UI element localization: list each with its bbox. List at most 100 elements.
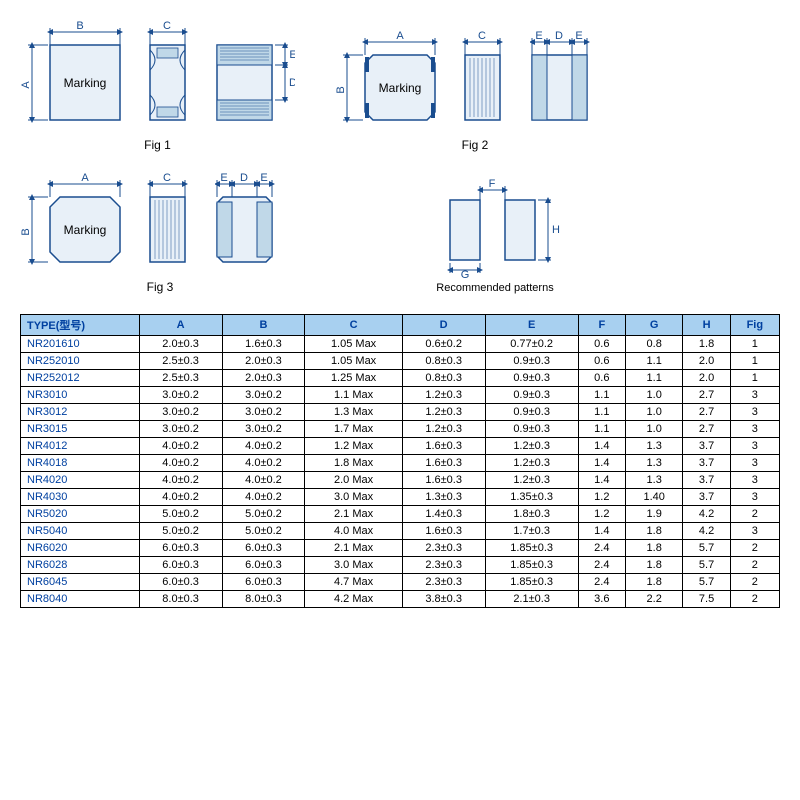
table-cell: 1.0	[625, 404, 682, 421]
table-cell: 4.2	[683, 506, 730, 523]
table-cell: 5.0±0.2	[222, 506, 305, 523]
table-cell: 3.7	[683, 438, 730, 455]
table-cell: 5.0±0.2	[222, 523, 305, 540]
table-cell: 5.7	[683, 574, 730, 591]
svg-text:E: E	[220, 172, 227, 184]
table-cell: 3	[730, 404, 779, 421]
table-cell: 3.0±0.2	[139, 404, 222, 421]
table-cell: 1.25 Max	[305, 370, 402, 387]
table-cell: 3.0 Max	[305, 557, 402, 574]
table-cell: 1.6±0.3	[402, 523, 485, 540]
table-cell: 1.8	[625, 523, 682, 540]
diagrams-section: B A Marking C	[20, 20, 780, 294]
table-row: NR2520122.5±0.32.0±0.31.25 Max0.8±0.30.9…	[21, 370, 780, 387]
diagram-row-2: A B Marking C	[20, 172, 780, 294]
fig2-label: Fig 2	[462, 138, 489, 152]
svg-text:C: C	[478, 30, 486, 42]
table-cell: 0.8±0.3	[402, 370, 485, 387]
table-cell: 1.7±0.3	[485, 523, 578, 540]
table-cell: 5.0±0.2	[139, 506, 222, 523]
table-cell: 2.3±0.3	[402, 540, 485, 557]
fig3-end-view: E D E	[215, 172, 300, 272]
fig1-end-view: E D	[215, 20, 295, 130]
table-cell: 1.85±0.3	[485, 557, 578, 574]
table-cell: 3	[730, 455, 779, 472]
svg-text:Marking: Marking	[379, 81, 422, 95]
table-cell: 3.0 Max	[305, 489, 402, 506]
table-cell: 0.6	[578, 370, 625, 387]
table-cell: 2.0 Max	[305, 472, 402, 489]
recommended-label: Recommended patterns	[436, 282, 553, 294]
table-cell: 2.1±0.3	[485, 591, 578, 608]
table-row: NR80408.0±0.38.0±0.34.2 Max3.8±0.32.1±0.…	[21, 591, 780, 608]
table-cell: 1.2±0.3	[485, 438, 578, 455]
table-cell: 5.7	[683, 540, 730, 557]
table-cell: 1.4±0.3	[402, 506, 485, 523]
svg-text:E: E	[289, 49, 295, 61]
table-header: Fig	[730, 315, 779, 336]
fig2-side-view: C	[460, 30, 515, 130]
table-cell: 0.8	[625, 336, 682, 353]
table-header: B	[222, 315, 305, 336]
table-row: NR40184.0±0.24.0±0.21.8 Max1.6±0.31.2±0.…	[21, 455, 780, 472]
table-cell: 4.0±0.2	[139, 438, 222, 455]
table-cell: 4.0±0.2	[139, 489, 222, 506]
svg-text:A: A	[81, 172, 89, 184]
table-row: NR40124.0±0.24.0±0.21.2 Max1.6±0.31.2±0.…	[21, 438, 780, 455]
table-cell: 2	[730, 591, 779, 608]
table-cell: 2.1 Max	[305, 506, 402, 523]
table-cell: NR4020	[21, 472, 140, 489]
table-cell: 2.0±0.3	[139, 336, 222, 353]
svg-text:G: G	[461, 269, 470, 278]
table-row: NR60286.0±0.36.0±0.33.0 Max2.3±0.31.85±0…	[21, 557, 780, 574]
table-cell: 1.7 Max	[305, 421, 402, 438]
table-cell: NR3015	[21, 421, 140, 438]
table-cell: 6.0±0.3	[222, 540, 305, 557]
fig3-side-view: C	[145, 172, 200, 272]
table-cell: 1	[730, 370, 779, 387]
table-cell: 1.2±0.3	[485, 472, 578, 489]
svg-text:E: E	[535, 30, 542, 42]
table-cell: 6.0±0.3	[222, 574, 305, 591]
table-header: C	[305, 315, 402, 336]
table-header: G	[625, 315, 682, 336]
table-cell: 0.9±0.3	[485, 387, 578, 404]
table-cell: 0.9±0.3	[485, 421, 578, 438]
table-cell: 3.0±0.2	[222, 404, 305, 421]
table-cell: 1.3	[625, 472, 682, 489]
table-cell: 1.6±0.3	[402, 455, 485, 472]
table-cell: 1.8	[625, 557, 682, 574]
table-cell: 1.85±0.3	[485, 540, 578, 557]
table-cell: NR4018	[21, 455, 140, 472]
table-cell: 2.7	[683, 421, 730, 438]
table-cell: 1.0	[625, 387, 682, 404]
table-cell: 1.8 Max	[305, 455, 402, 472]
table-row: NR2016102.0±0.31.6±0.31.05 Max0.6±0.20.7…	[21, 336, 780, 353]
table-cell: 1.2 Max	[305, 438, 402, 455]
table-cell: 1.8±0.3	[485, 506, 578, 523]
table-cell: 5.0±0.2	[139, 523, 222, 540]
svg-text:B: B	[76, 20, 83, 32]
table-cell: 1.1	[625, 353, 682, 370]
table-cell: 6.0±0.3	[222, 557, 305, 574]
table-cell: 0.8±0.3	[402, 353, 485, 370]
table-cell: 1.0	[625, 421, 682, 438]
table-cell: 1.9	[625, 506, 682, 523]
svg-text:H: H	[552, 224, 560, 236]
table-cell: NR252010	[21, 353, 140, 370]
table-cell: 1.1	[578, 404, 625, 421]
svg-text:Marking: Marking	[64, 223, 107, 237]
table-cell: 0.9±0.3	[485, 370, 578, 387]
table-cell: 4.0±0.2	[222, 438, 305, 455]
table-cell: 1.3 Max	[305, 404, 402, 421]
svg-text:D: D	[240, 172, 248, 184]
table-cell: 1.3	[625, 438, 682, 455]
table-cell: 0.6±0.2	[402, 336, 485, 353]
table-cell: 2.3±0.3	[402, 574, 485, 591]
table-cell: 2	[730, 540, 779, 557]
table-cell: 3	[730, 489, 779, 506]
table-cell: 0.6	[578, 336, 625, 353]
svg-text:D: D	[555, 30, 563, 42]
table-header: TYPE(型号)	[21, 315, 140, 336]
dimensions-table: TYPE(型号)ABCDEFGHFig NR2016102.0±0.31.6±0…	[20, 314, 780, 608]
